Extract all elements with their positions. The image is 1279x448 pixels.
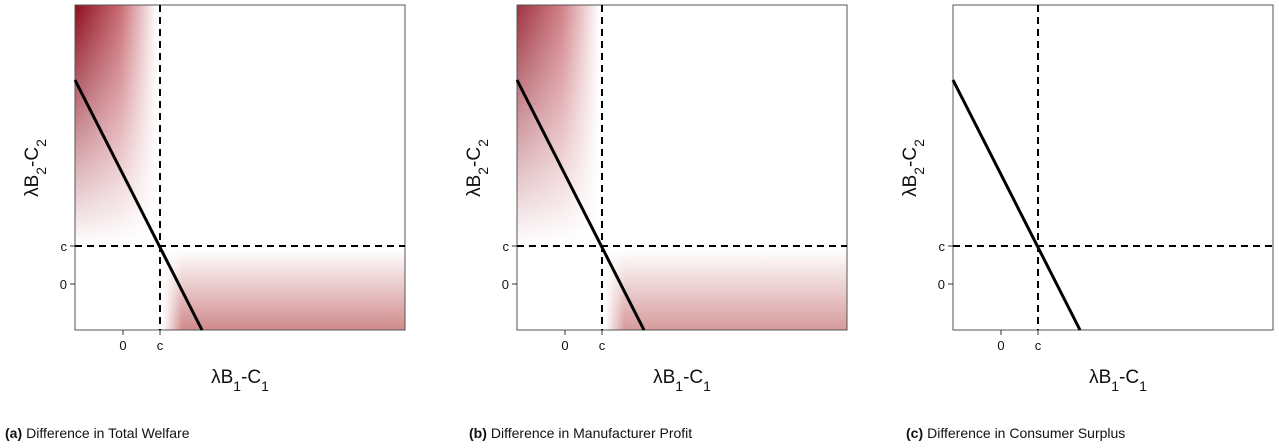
boundary-line: [73, 79, 204, 331]
plot-frame: [516, 4, 848, 331]
subscript: 1: [233, 378, 241, 394]
y-tick-label: 0: [938, 277, 945, 292]
caption: (a) Difference in Total Welfare: [5, 425, 190, 441]
y-tick-label: c: [939, 239, 946, 254]
x-tick-label: 0: [997, 338, 1004, 353]
subscript: 1: [1111, 378, 1119, 394]
subscript: 2: [911, 167, 927, 175]
y-axis-label: λB2-C2: [464, 139, 491, 197]
label-part: -C: [464, 147, 485, 167]
subscript: 1: [261, 378, 269, 394]
caption: (c) Difference in Consumer Surplus: [906, 425, 1125, 441]
x-axis-label: λB1-C1: [653, 367, 711, 394]
boundary-line: [515, 79, 646, 331]
y-tick-label: 0: [60, 277, 67, 292]
caption-text: Difference in Consumer Surplus: [927, 425, 1125, 441]
boundary-line: [951, 79, 1082, 331]
x-tick-label: c: [157, 338, 164, 353]
y-axis-label: λB2-C2: [22, 139, 49, 197]
caption-text: Difference in Manufacturer Profit: [491, 425, 692, 441]
subscript: 2: [475, 139, 491, 147]
x-tick-label: c: [1035, 338, 1042, 353]
subscript: 2: [33, 139, 49, 147]
y-tick-label: 0: [502, 277, 509, 292]
label-part: λB: [211, 367, 233, 388]
subscript: 2: [911, 139, 927, 147]
x-tick-label: 0: [119, 338, 126, 353]
caption-label: (a): [5, 425, 22, 441]
x-axis-label: λB1-C1: [1089, 367, 1147, 394]
label-part: -C: [683, 367, 703, 388]
label-part: λB: [22, 175, 43, 197]
plot-frame: [952, 4, 1274, 331]
x-axis-label: λB1-C1: [211, 367, 269, 394]
shading: [163, 250, 405, 330]
y-tick-label: c: [61, 239, 68, 254]
label-part: -C: [241, 367, 261, 388]
label-part: -C: [900, 147, 921, 167]
plot-frame: [74, 4, 406, 331]
shading: [605, 250, 847, 330]
y-axis-label: λB2-C2: [900, 139, 927, 197]
label-part: λB: [900, 175, 921, 197]
shading: [75, 5, 157, 245]
x-tick-label: c: [599, 338, 606, 353]
caption-label: (c): [906, 425, 923, 441]
caption-text: Difference in Total Welfare: [26, 425, 190, 441]
caption: (b) Difference in Manufacturer Profit: [469, 425, 692, 441]
subscript: 2: [33, 167, 49, 175]
subscript: 1: [1139, 378, 1147, 394]
x-tick-label: 0: [561, 338, 568, 353]
subscript: 1: [675, 378, 683, 394]
caption-label: (b): [469, 425, 487, 441]
subscript: 1: [703, 378, 711, 394]
label-part: -C: [1119, 367, 1139, 388]
label-part: λB: [653, 367, 675, 388]
label-part: -C: [22, 147, 43, 167]
label-part: λB: [464, 175, 485, 197]
label-part: λB: [1089, 367, 1111, 388]
shading: [517, 5, 599, 245]
subscript: 2: [475, 167, 491, 175]
y-tick-label: c: [503, 239, 510, 254]
